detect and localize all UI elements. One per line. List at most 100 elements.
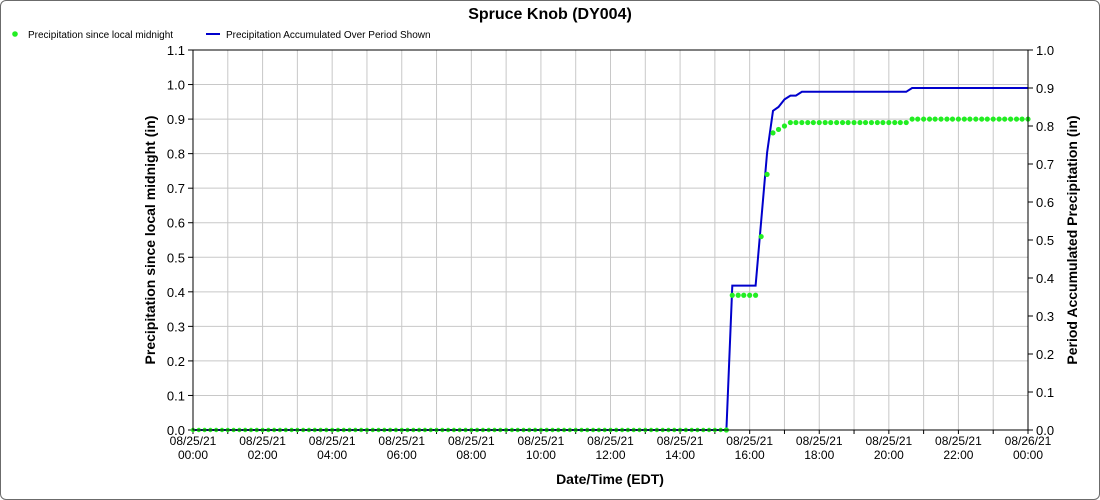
x-axis-ticks: 08/25/2100:0008/25/2102:0008/25/2104:000…: [170, 430, 1052, 462]
data-point: [758, 233, 764, 240]
x-tick-label-date: 08/25/21: [657, 434, 704, 448]
x-tick-label-date: 08/25/21: [796, 434, 843, 448]
y-right-tick-label: 0.6: [1036, 195, 1054, 210]
data-point: [967, 116, 973, 122]
y-right-tick-label: 0.1: [1036, 385, 1054, 400]
data-point: [897, 119, 903, 126]
x-tick-label-date: 08/25/21: [448, 434, 495, 448]
data-point: [729, 292, 735, 298]
y-right-tick-label: 0.3: [1036, 309, 1054, 324]
y-left-tick-label: 0.9: [167, 112, 185, 127]
data-point: [996, 116, 1002, 122]
x-tick-label-date: 08/25/21: [865, 434, 912, 448]
data-point: [944, 116, 950, 122]
data-point: [932, 116, 938, 122]
data-point: [781, 123, 788, 129]
x-tick-label-time: 06:00: [387, 448, 417, 462]
legend: Precipitation since local midnight Preci…: [12, 30, 431, 41]
x-tick-label-time: 00:00: [1013, 448, 1043, 462]
data-point: [741, 292, 747, 298]
x-tick-label-time: 04:00: [317, 448, 347, 462]
data-point: [845, 119, 851, 126]
x-tick-label-date: 08/25/21: [170, 434, 217, 448]
grid: [192, 49, 1029, 431]
y-right-tick-label: 0.8: [1036, 119, 1054, 134]
y-right-tick-label: 0.2: [1036, 347, 1054, 362]
x-tick-label-date: 08/25/21: [239, 434, 286, 448]
data-point: [973, 116, 979, 122]
y-left-tick-label: 0.6: [167, 216, 185, 231]
data-point: [1013, 116, 1020, 122]
data-point: [810, 119, 816, 126]
x-tick-label-date: 08/25/21: [309, 434, 356, 448]
accumulated-line: [193, 87, 1028, 431]
data-point: [805, 119, 811, 126]
data-point: [1008, 116, 1014, 122]
data-point: [979, 116, 985, 122]
chart-title: Spruce Knob (DY004): [468, 6, 632, 23]
x-tick-label-date: 08/25/21: [726, 434, 773, 448]
data-point: [857, 119, 863, 126]
y-right-tick-label: 0.5: [1036, 233, 1054, 248]
x-tick-label-date: 08/25/21: [518, 434, 565, 448]
data-point: [747, 292, 753, 298]
x-tick-label-date: 08/25/21: [378, 434, 425, 448]
data-point: [752, 292, 759, 298]
y-right-tick-label: 0.0: [1036, 423, 1054, 438]
data-point: [839, 119, 846, 126]
y-left-tick-label: 0.8: [167, 147, 185, 162]
y-left-tick-label: 0.3: [167, 319, 185, 334]
y-right-tick-label: 0.4: [1036, 271, 1054, 286]
x-tick-label-date: 08/25/21: [587, 434, 634, 448]
x-tick-label-time: 00:00: [178, 448, 208, 462]
data-point: [892, 119, 898, 126]
x-axis-label: Date/Time (EDT): [556, 471, 664, 487]
legend-marker-midnight: [12, 31, 18, 37]
y-right-tick-label: 0.7: [1036, 157, 1054, 172]
data-point: [851, 119, 857, 126]
data-point: [909, 116, 915, 122]
data-point: [764, 171, 770, 177]
y-axis-left-label: Precipitation since local midnight (in): [142, 116, 158, 365]
y-right-tick-label: 1.0: [1036, 43, 1054, 58]
data-point: [949, 116, 956, 122]
data-point: [874, 119, 880, 126]
data-point: [886, 119, 892, 126]
data-point: [915, 116, 921, 122]
y-right-tick-label: 0.9: [1036, 81, 1054, 96]
y-left-tick-label: 0.7: [167, 181, 185, 196]
legend-label-accumulated: Precipitation Accumulated Over Period Sh…: [226, 30, 431, 41]
data-point: [1002, 116, 1008, 122]
x-tick-label-time: 02:00: [248, 448, 278, 462]
series-accumulated: [193, 87, 1028, 431]
y-left-tick-label: 1.1: [167, 43, 185, 58]
y-left-tick-label: 0.0: [167, 423, 185, 438]
y-axis-left-ticks: 0.0 0.1 0.2 0.3 0.4 0.5 0.6 0.7 0.8 0.9 1.0 1.1: [167, 43, 193, 438]
data-point: [787, 119, 793, 126]
data-point: [822, 119, 828, 126]
y-axis-right-label: Period Accumulated Precipitation (in): [1064, 115, 1080, 364]
x-tick-label-time: 08:00: [456, 448, 486, 462]
data-point: [903, 119, 909, 126]
legend-label-midnight: Precipitation since local midnight: [28, 30, 173, 41]
data-point: [938, 116, 944, 122]
data-point: [921, 116, 927, 122]
data-point: [926, 116, 933, 122]
y-left-tick-label: 1.0: [167, 78, 185, 93]
x-tick-label-date: 08/26/21: [1005, 434, 1052, 448]
data-point: [880, 119, 886, 126]
data-point: [775, 126, 782, 133]
x-tick-label-time: 20:00: [874, 448, 904, 462]
data-point: [828, 119, 834, 126]
data-point: [816, 119, 822, 126]
data-point: [984, 116, 990, 122]
y-left-tick-label: 0.4: [167, 285, 185, 300]
plot-border: [192, 49, 1029, 431]
x-tick-label-time: 10:00: [526, 448, 556, 462]
data-point: [955, 116, 962, 122]
y-left-tick-label: 0.2: [167, 354, 185, 369]
y-left-tick-label: 0.1: [167, 388, 185, 403]
data-point: [868, 119, 875, 126]
